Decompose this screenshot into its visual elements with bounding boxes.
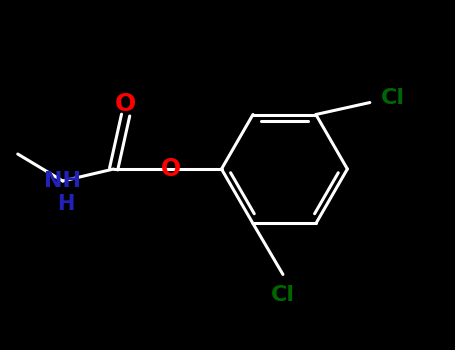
Text: Cl: Cl bbox=[271, 285, 295, 306]
Text: Cl: Cl bbox=[380, 88, 404, 108]
Text: NH: NH bbox=[44, 171, 81, 191]
Text: H: H bbox=[57, 194, 74, 214]
Text: O: O bbox=[115, 92, 136, 116]
Text: O: O bbox=[161, 157, 181, 181]
